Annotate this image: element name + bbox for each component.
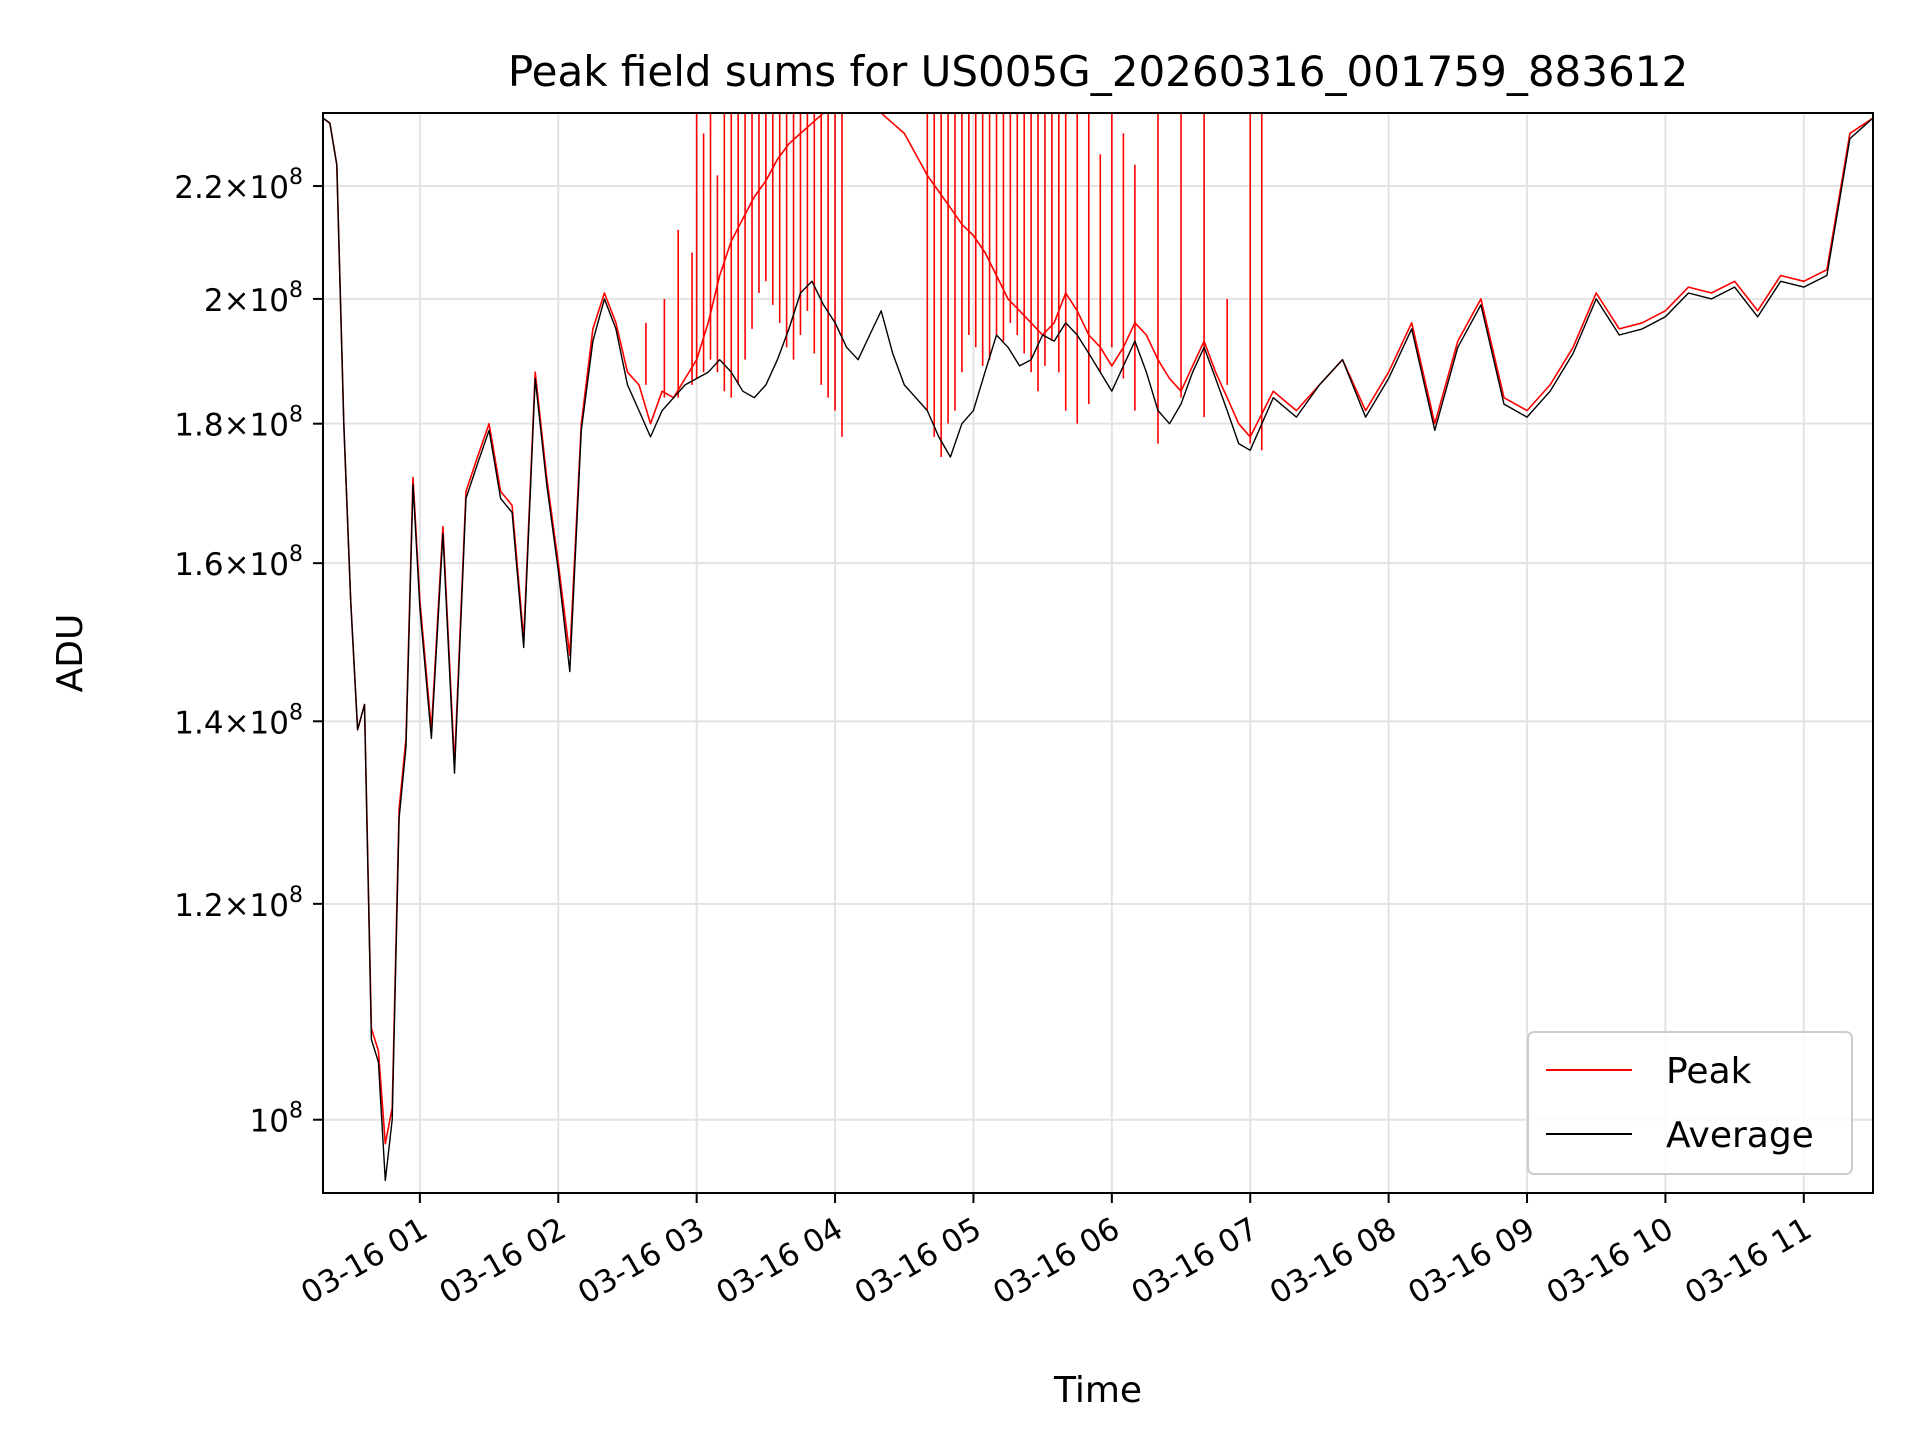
y-tick-exponent: 8 — [289, 278, 303, 303]
y-tick-mantissa: 10 — [250, 1104, 289, 1140]
legend-box — [1527, 1031, 1853, 1175]
legend-peak-label: Peak — [1666, 1051, 1752, 1092]
y-tick-label: 2×108 — [204, 278, 303, 319]
y-axis-label: ADU — [50, 614, 91, 693]
y-tick-label: 2.2×108 — [174, 165, 303, 206]
series-average-line — [323, 117, 1873, 1182]
legend: Peak Average — [1527, 1031, 1853, 1175]
y-tick-mantissa: 1.6×10 — [174, 547, 289, 583]
y-tick-exponent: 8 — [289, 542, 303, 567]
series-layer — [323, 113, 1873, 1182]
x-axis-label: Time — [1053, 1370, 1142, 1411]
y-tick-exponent: 8 — [289, 165, 303, 190]
peak-spikes — [645, 113, 1263, 458]
y-tick-exponent: 8 — [289, 883, 303, 908]
y-tick-label: 1.4×108 — [174, 700, 303, 741]
series-peak-line — [323, 113, 1873, 1145]
y-tick-label: 1.6×108 — [174, 542, 303, 583]
y-tick-label: 1.8×108 — [174, 403, 303, 444]
y-tick-mantissa: 1.4×10 — [174, 705, 289, 741]
y-tick-mantissa: 2.2×10 — [174, 170, 289, 206]
y-tick-exponent: 8 — [289, 700, 303, 725]
legend-average-label: Average — [1666, 1115, 1814, 1156]
y-tick-mantissa: 1.2×10 — [174, 888, 289, 924]
y-tick-label: 108 — [250, 1099, 303, 1140]
chart-title: Peak field sums for US005G_20260316_0017… — [508, 47, 1688, 96]
y-tick-label: 1.2×108 — [174, 883, 303, 924]
y-tick-mantissa: 1.8×10 — [174, 408, 289, 444]
y-tick-mantissa: 2×10 — [204, 283, 289, 319]
y-tick-exponent: 8 — [289, 1099, 303, 1124]
plot-frame — [322, 112, 1874, 1194]
y-axis: 1081.2×1081.4×1081.6×1081.8×1082×1082.2×… — [174, 165, 323, 1140]
y-tick-exponent: 8 — [289, 403, 303, 428]
